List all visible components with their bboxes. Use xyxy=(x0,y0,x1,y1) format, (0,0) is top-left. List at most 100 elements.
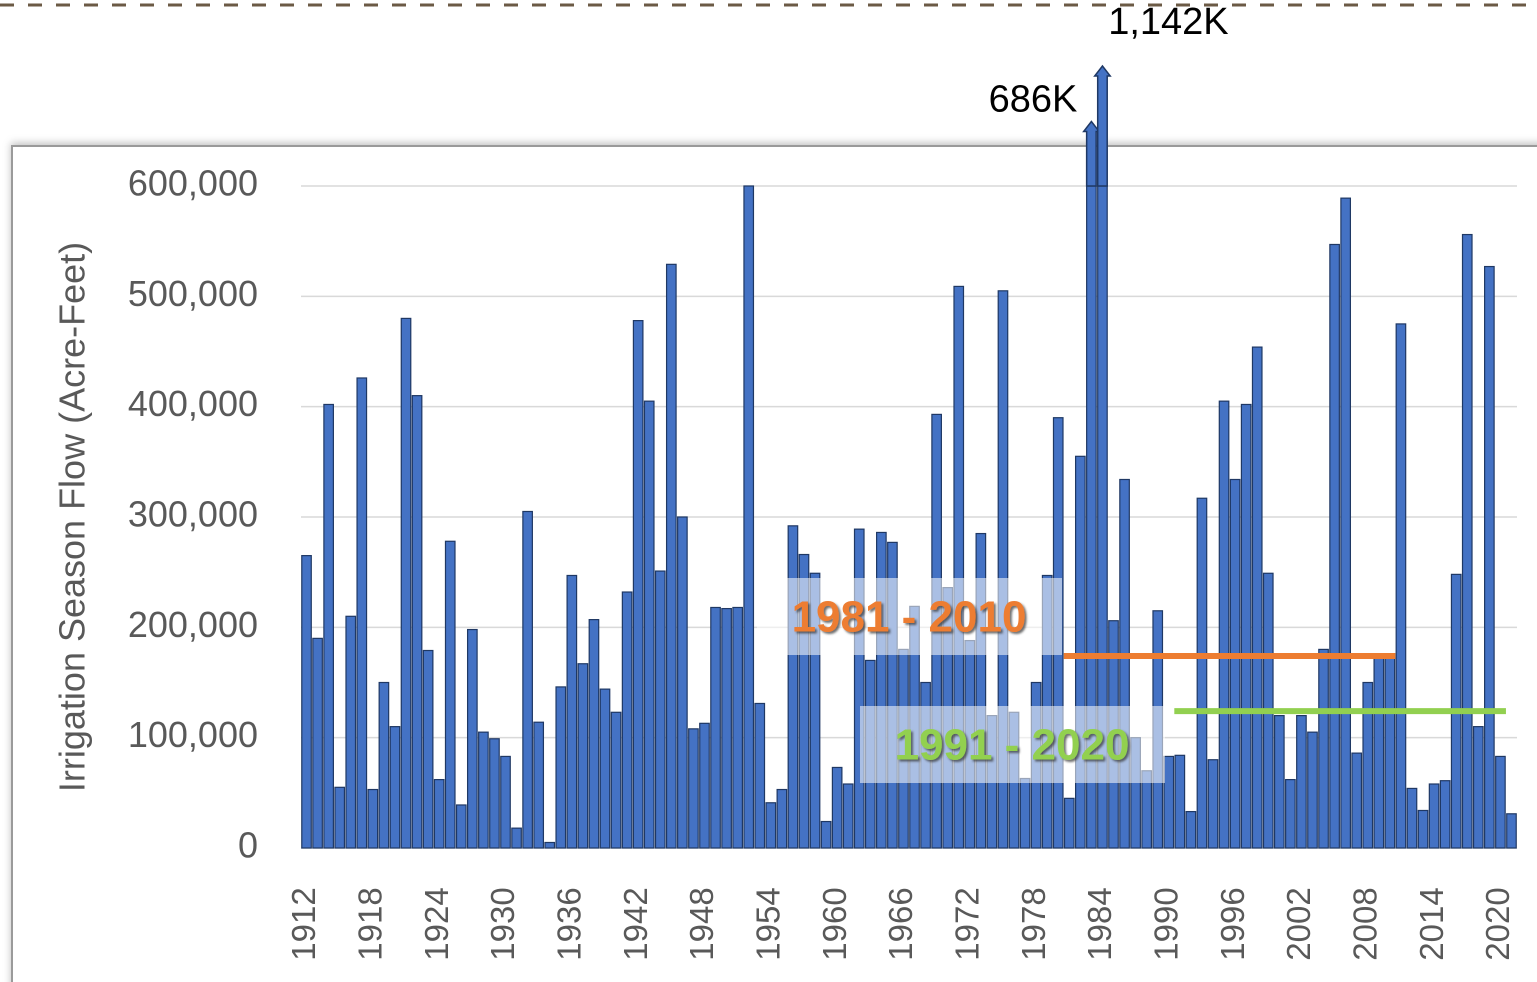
y-tick-label: 400,000 xyxy=(128,383,258,424)
bar xyxy=(1218,400,1230,849)
bar xyxy=(887,541,898,849)
x-tick-label: 1954 xyxy=(750,887,787,960)
bar xyxy=(599,688,611,849)
bar xyxy=(1019,777,1031,849)
bar xyxy=(1229,478,1241,849)
x-tick-label: 2014 xyxy=(1413,887,1450,960)
bar xyxy=(1296,714,1307,849)
y-axis-title: Irrigation Season Flow (Acre-Feet) xyxy=(52,242,93,792)
bar xyxy=(1362,681,1374,849)
y-tick-label: 200,000 xyxy=(128,604,258,645)
x-tick-label: 2008 xyxy=(1346,887,1383,960)
bar xyxy=(1472,726,1484,849)
bar xyxy=(334,786,346,849)
bar xyxy=(1318,648,1329,849)
value-label: 1,142K xyxy=(1108,1,1228,43)
bar xyxy=(842,783,854,849)
normal-label: 1981 - 2010 xyxy=(792,593,1027,642)
bar xyxy=(654,570,666,849)
bar xyxy=(1417,809,1429,849)
x-tick-label: 1948 xyxy=(683,887,720,960)
bar xyxy=(1340,197,1352,849)
bar xyxy=(378,681,390,849)
bar xyxy=(721,607,732,849)
bar xyxy=(466,628,478,849)
bar xyxy=(1406,787,1418,849)
bar xyxy=(1439,780,1451,849)
bar xyxy=(367,788,379,849)
bar xyxy=(1273,714,1285,849)
overflow-arrow xyxy=(1082,120,1101,187)
bar xyxy=(765,802,777,849)
bar xyxy=(588,619,600,849)
bar xyxy=(533,721,545,849)
bar xyxy=(1329,243,1340,849)
bar xyxy=(953,285,965,849)
x-tick-label: 1972 xyxy=(949,887,986,960)
bar xyxy=(312,637,323,849)
bar xyxy=(831,766,843,849)
bar xyxy=(478,731,489,849)
bar xyxy=(776,788,788,849)
bar xyxy=(500,755,511,849)
bar xyxy=(975,532,987,849)
normal-label-box xyxy=(860,706,1165,783)
bar xyxy=(610,711,622,849)
x-tick-label: 1990 xyxy=(1148,887,1185,960)
bar xyxy=(1373,654,1385,849)
bar xyxy=(1063,797,1075,849)
bar xyxy=(455,804,467,849)
bar xyxy=(345,615,357,849)
bar xyxy=(389,726,401,849)
bar xyxy=(555,686,567,849)
bar xyxy=(710,606,721,849)
y-tick-label: 500,000 xyxy=(128,273,258,314)
bar xyxy=(444,540,456,849)
bar xyxy=(632,320,644,849)
bar xyxy=(1484,265,1495,849)
x-tick-label: 1978 xyxy=(1015,887,1052,960)
y-tick-label: 100,000 xyxy=(128,714,258,755)
bar xyxy=(1174,754,1186,849)
normal-label-box xyxy=(757,578,1062,655)
bar xyxy=(566,574,578,849)
x-tick-label: 2002 xyxy=(1280,887,1317,960)
x-tick-label: 1996 xyxy=(1214,887,1251,960)
bar xyxy=(643,400,655,849)
bar xyxy=(1461,233,1473,849)
bar xyxy=(323,403,334,849)
x-tick-label: 1930 xyxy=(484,887,521,960)
y-tick-label: 300,000 xyxy=(128,494,258,535)
bar xyxy=(1251,346,1263,849)
x-tick-label: 1960 xyxy=(816,887,853,960)
bar xyxy=(853,528,865,849)
bar xyxy=(1074,455,1086,849)
bar xyxy=(433,778,445,849)
bar xyxy=(787,525,799,849)
bar xyxy=(356,377,368,849)
bar xyxy=(511,827,522,849)
bar xyxy=(798,553,810,849)
bar xyxy=(820,820,832,849)
value-label: 686K xyxy=(989,79,1078,121)
normal-label: 1991 - 2020 xyxy=(895,721,1130,770)
bar xyxy=(621,591,633,849)
bar xyxy=(411,395,423,849)
bar xyxy=(544,841,556,849)
bar xyxy=(1351,752,1363,849)
bar xyxy=(1196,497,1208,849)
x-tick-label: 1942 xyxy=(617,887,654,960)
bar xyxy=(400,317,412,849)
bar xyxy=(699,722,710,849)
bar xyxy=(489,738,500,849)
bar xyxy=(1185,810,1197,849)
x-tick-label: 1984 xyxy=(1081,887,1118,960)
x-tick-label: 1924 xyxy=(418,887,455,960)
x-tick-label: 2020 xyxy=(1479,887,1516,960)
y-tick-label: 0 xyxy=(238,825,258,866)
bar xyxy=(743,185,755,849)
overflow-arrow xyxy=(1093,64,1112,187)
bar xyxy=(1307,731,1318,849)
